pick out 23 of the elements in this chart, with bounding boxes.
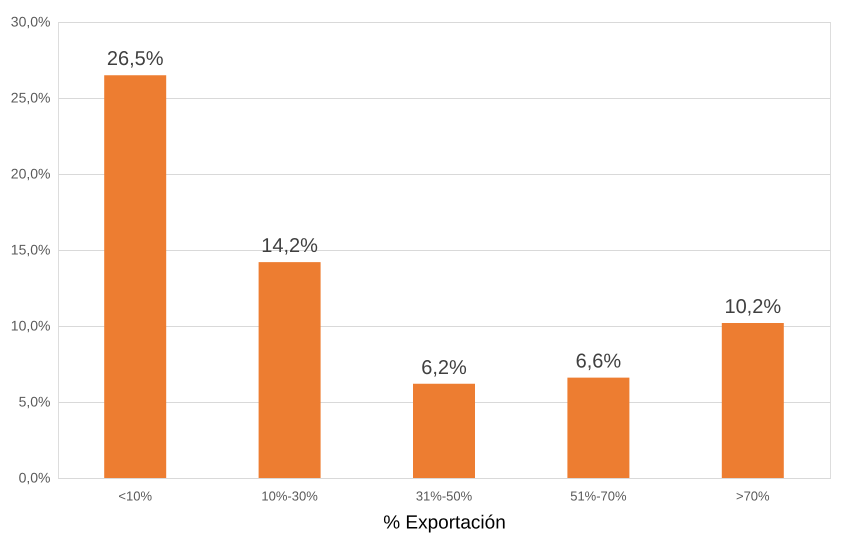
x-tick-label: 31%-50% (416, 488, 473, 504)
x-tick-label: 51%-70% (570, 488, 628, 504)
data-label: 6,6% (576, 350, 622, 373)
x-tick-label: <10% (118, 488, 152, 504)
y-tick-label: 0,0% (18, 470, 50, 486)
y-tick-label: 10,0% (10, 318, 50, 334)
y-tick-label: 30,0% (10, 14, 50, 30)
bar (722, 322, 784, 478)
data-label: 6,2% (421, 356, 468, 379)
bar (413, 384, 475, 478)
x-tick-label: 10%-30% (261, 488, 318, 504)
x-tick-label: >70% (736, 488, 770, 504)
data-label: 26,5% (106, 48, 164, 70)
x-axis-title: % Exportación (383, 512, 506, 534)
y-tick-label: 5,0% (18, 394, 50, 410)
data-label: 10,2% (724, 296, 782, 318)
bar (258, 262, 321, 478)
bar (567, 378, 630, 478)
bar (104, 75, 166, 478)
data-label: 14,2% (261, 235, 318, 258)
y-tick-label: 25,0% (10, 90, 50, 106)
y-tick-label: 15,0% (10, 242, 50, 258)
y-tick-label: 20,0% (10, 166, 50, 182)
